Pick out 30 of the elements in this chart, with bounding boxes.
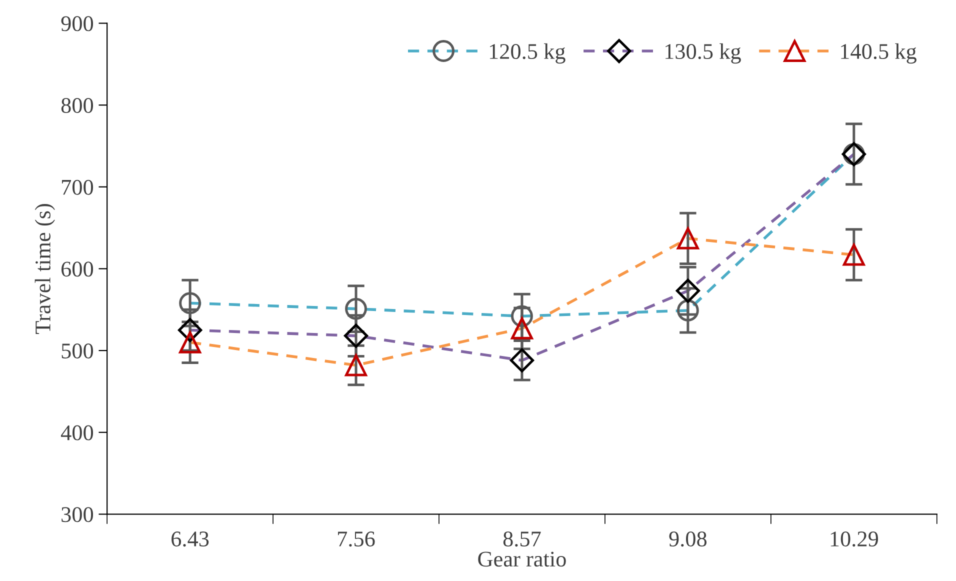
x-tick-label: 9.08 — [669, 531, 707, 547]
y-tick-label: 500 — [62, 343, 94, 358]
legend-label: 120.5 kg — [490, 43, 566, 64]
y-axis-title: Travel time (s) — [34, 204, 55, 334]
x-axis-title: Gear ratio — [478, 552, 566, 567]
legend-label: 130.5 kg — [666, 43, 741, 64]
point — [676, 227, 699, 250]
x-tick-label: 6.43 — [172, 532, 209, 547]
y-tick-label: 300 — [62, 507, 94, 522]
x-tick-label: 7.56 — [338, 532, 375, 547]
point — [345, 298, 367, 320]
point — [511, 317, 533, 340]
point — [676, 278, 700, 303]
y-tick-label: 600 — [62, 262, 94, 277]
point — [179, 331, 202, 354]
y-tick-label: 400 — [60, 425, 94, 440]
point — [511, 305, 533, 328]
point — [676, 299, 699, 322]
point — [842, 244, 865, 266]
y-tick-label: 800 — [61, 98, 94, 113]
point — [345, 354, 367, 376]
x-tick-label: 8.57 — [503, 531, 541, 547]
point — [344, 324, 368, 348]
point — [510, 348, 534, 372]
y-tick-label: 900 — [61, 16, 94, 32]
x-tick-label: 10.29 — [830, 531, 878, 547]
point — [178, 318, 202, 342]
point — [179, 292, 202, 314]
legend-label: 140.5 kg — [841, 43, 916, 64]
y-tick-label: 700 — [62, 180, 94, 195]
